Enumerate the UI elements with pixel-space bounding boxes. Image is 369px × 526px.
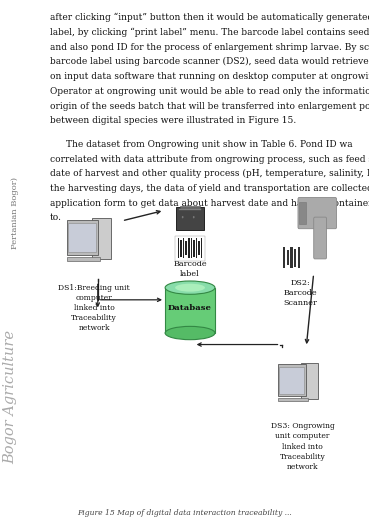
Bar <box>283 247 285 268</box>
Bar <box>165 288 215 333</box>
FancyBboxPatch shape <box>277 364 306 396</box>
Circle shape <box>182 216 183 218</box>
Bar <box>298 247 300 268</box>
Bar <box>183 238 184 258</box>
Bar <box>68 223 96 252</box>
Bar <box>287 250 289 265</box>
FancyBboxPatch shape <box>68 257 100 261</box>
Text: application form to get data about harvest date and harvest container ID whi: application form to get data about harve… <box>50 199 369 208</box>
Bar <box>279 367 304 394</box>
Text: correlated with data attribute from ongrowing process, such as feed supplier: correlated with data attribute from ongr… <box>50 155 369 164</box>
Text: Bogor Agriculture: Bogor Agriculture <box>3 330 17 464</box>
Text: DS3: Ongrowing
unit computer
linked into
Traceability
network: DS3: Ongrowing unit computer linked into… <box>270 422 335 471</box>
Bar <box>188 238 190 258</box>
Text: barcode label using barcode scanner (DS2), seed data would retrieved and: barcode label using barcode scanner (DS2… <box>50 57 369 66</box>
Text: DS2:
Barcode
Scanner: DS2: Barcode Scanner <box>284 279 318 307</box>
Ellipse shape <box>165 281 215 295</box>
Text: label, by clicking “print label” menu. The barcode label contains seed ID b: label, by clicking “print label” menu. T… <box>50 28 369 37</box>
Text: and also pond ID for the process of enlargement shrimp larvae. By scann: and also pond ID for the process of enla… <box>50 43 369 52</box>
Text: DS1:Breeding unit
computer
linked into
Traceability
network: DS1:Breeding unit computer linked into T… <box>58 284 130 332</box>
FancyBboxPatch shape <box>298 197 337 229</box>
Ellipse shape <box>175 284 205 291</box>
Bar <box>196 238 197 258</box>
Bar <box>294 249 296 267</box>
Bar <box>190 238 192 258</box>
Bar <box>180 206 200 209</box>
FancyBboxPatch shape <box>67 220 98 255</box>
FancyBboxPatch shape <box>314 217 327 259</box>
Text: after clicking “input” button then it would be automatically generated the b: after clicking “input” button then it wo… <box>50 13 369 23</box>
Bar <box>299 202 306 224</box>
FancyBboxPatch shape <box>176 207 204 230</box>
Text: the harvesting days, the data of yield and transportation are collected: the harvesting days, the data of yield a… <box>50 184 369 193</box>
Bar <box>180 240 182 257</box>
Text: Pertanian Bogor): Pertanian Bogor) <box>11 177 20 249</box>
Text: Database: Database <box>168 304 212 312</box>
Text: Operator at ongrowing unit would be able to read only the information ab: Operator at ongrowing unit would be able… <box>50 87 369 96</box>
FancyBboxPatch shape <box>92 218 111 259</box>
Text: on input data software that running on desktop computer at ongrowing unit: on input data software that running on d… <box>50 72 369 81</box>
Bar <box>179 209 201 210</box>
Bar <box>201 238 203 258</box>
Bar <box>290 247 293 268</box>
Text: origin of the seeds batch that will be transferred into enlargement pond. Inte: origin of the seeds batch that will be t… <box>50 102 369 110</box>
Circle shape <box>193 216 194 218</box>
Text: to.: to. <box>50 214 62 222</box>
Bar <box>175 236 205 261</box>
Text: date of harvest and other quality process (pH, temperature, salinity, DO).: date of harvest and other quality proces… <box>50 169 369 178</box>
Ellipse shape <box>165 326 215 340</box>
Bar <box>185 241 187 255</box>
FancyBboxPatch shape <box>278 398 308 401</box>
FancyBboxPatch shape <box>301 363 318 399</box>
Text: The dataset from Ongrowing unit show in Table 6. Pond ID wa: The dataset from Ongrowing unit show in … <box>66 140 353 149</box>
Bar <box>198 241 200 255</box>
Text: Figure 15 Map of digital data interaction traceability ...: Figure 15 Map of digital data interactio… <box>77 509 292 517</box>
Bar <box>193 240 195 257</box>
Text: between digital species were illustrated in Figure 15.: between digital species were illustrated… <box>50 116 296 125</box>
Bar <box>177 238 179 258</box>
Text: Barcode
label
printer: Barcode label printer <box>173 260 207 288</box>
